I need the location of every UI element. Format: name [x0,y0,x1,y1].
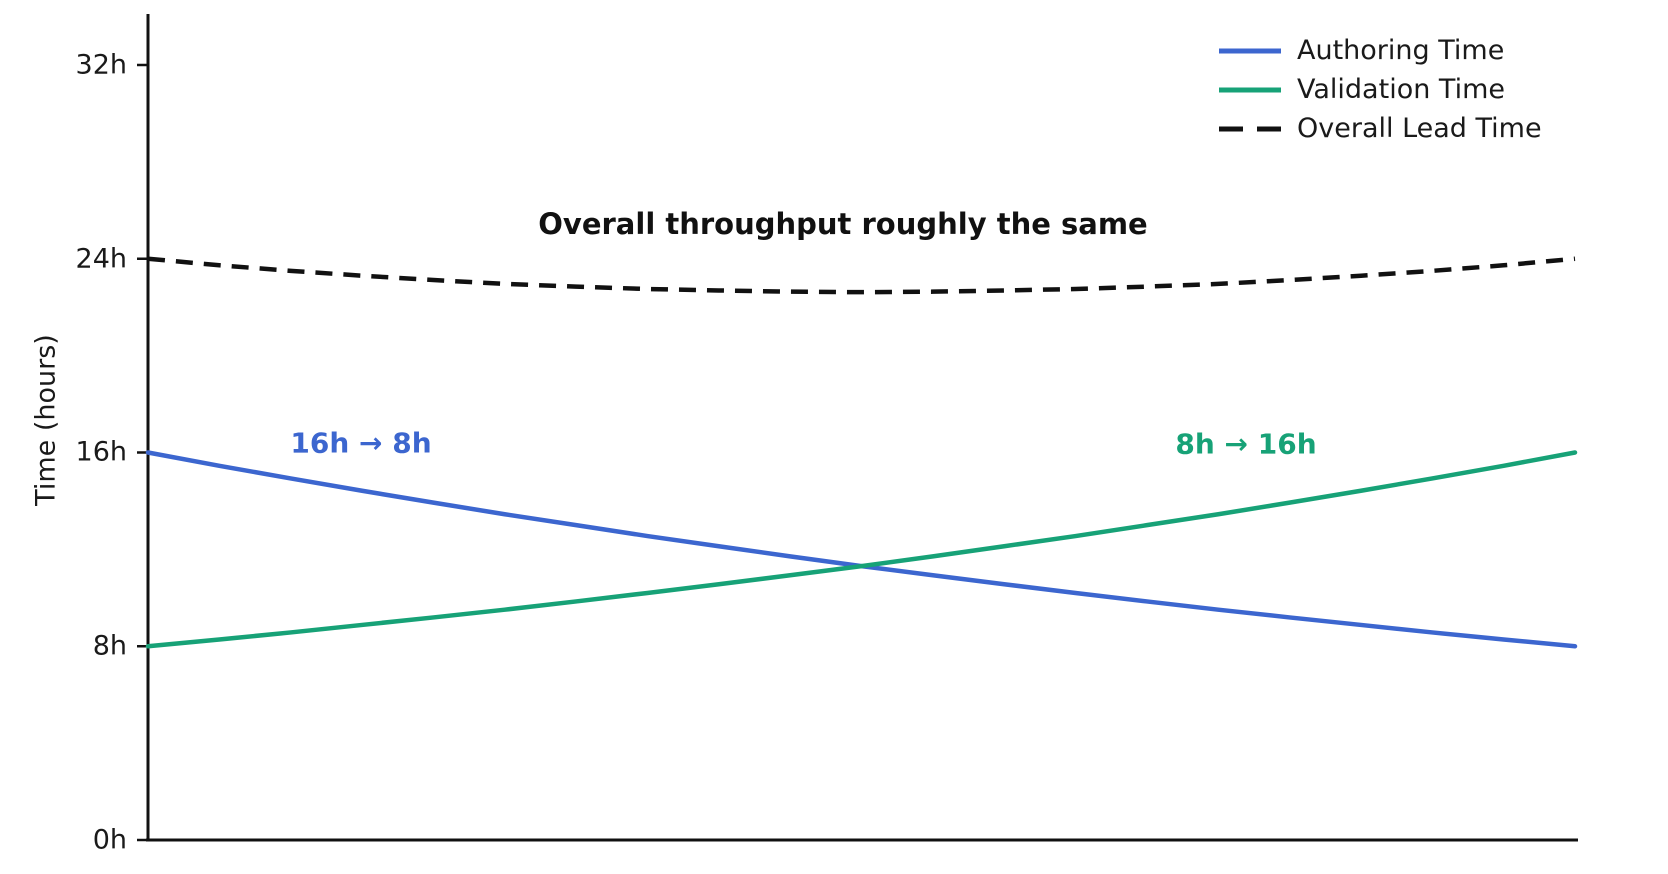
authoring-time-line [145,450,1578,649]
legend-label-authoring-time: Authoring Time [1297,35,1505,66]
y-tick-label-32h: 32h [75,49,127,81]
annotation-authoring-change: 16h → 8h [290,426,432,460]
overall-lead-time-legend-swatch-icon [1219,126,1281,131]
authoring-time-legend-swatch-icon [1219,48,1281,53]
legend-item-validation-time: Validation Time [1219,74,1542,105]
legend-item-overall-lead-time: Overall Lead Time [1219,113,1542,144]
y-axis-title: Time (hours) [30,334,62,506]
legend: Authoring Time Validation Time Overall Lea… [1219,35,1542,144]
legend-label-validation-time: Validation Time [1297,74,1505,105]
validation-time-line [145,450,1578,649]
annotation-validation-change: 8h → 16h [1175,427,1317,461]
legend-label-overall-lead-time: Overall Lead Time [1297,113,1542,144]
annotation-overall-throughput: Overall throughput roughly the same [538,207,1148,241]
y-tick-label-0h: 0h [92,824,127,856]
y-tick-label-16h: 16h [75,436,127,468]
overall-lead-time-line [147,256,1576,295]
y-tick-label-24h: 24h [75,243,127,275]
validation-time-legend-swatch-icon [1219,87,1281,92]
legend-item-authoring-time: Authoring Time [1219,35,1542,66]
y-tick-label-8h: 8h [92,630,127,662]
